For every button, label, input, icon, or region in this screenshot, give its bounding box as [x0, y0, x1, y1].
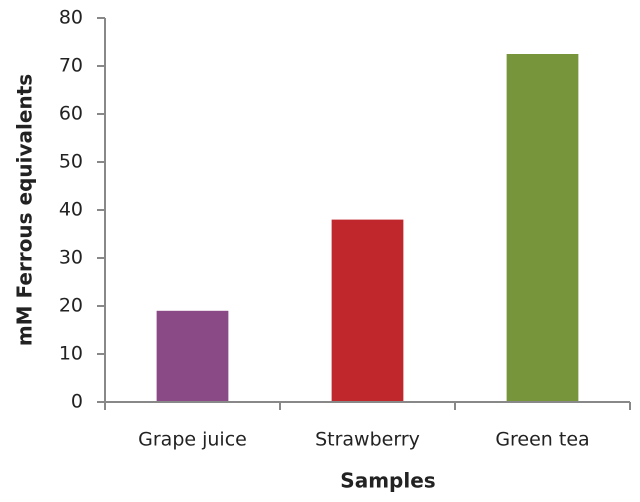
- y-tick-label: 50: [59, 151, 83, 173]
- y-tick-label: 20: [59, 295, 83, 317]
- x-tick-label: Strawberry: [315, 429, 420, 451]
- y-tick-label: 60: [59, 103, 83, 125]
- bar: [331, 219, 404, 402]
- x-tick-label: Grape juice: [138, 429, 247, 451]
- x-tick-label: Green tea: [495, 429, 589, 451]
- y-tick-label: 70: [59, 55, 83, 77]
- bar: [506, 54, 579, 402]
- y-tick-label: 30: [59, 247, 83, 269]
- x-axis-title: Samples: [340, 469, 435, 493]
- y-tick-label: 10: [59, 343, 83, 365]
- bar: [156, 310, 229, 402]
- y-tick-label: 80: [59, 7, 83, 29]
- y-tick-label: 40: [59, 199, 83, 221]
- y-axis-title: mM Ferrous equivalents: [13, 74, 37, 346]
- y-tick-label: 0: [71, 391, 83, 413]
